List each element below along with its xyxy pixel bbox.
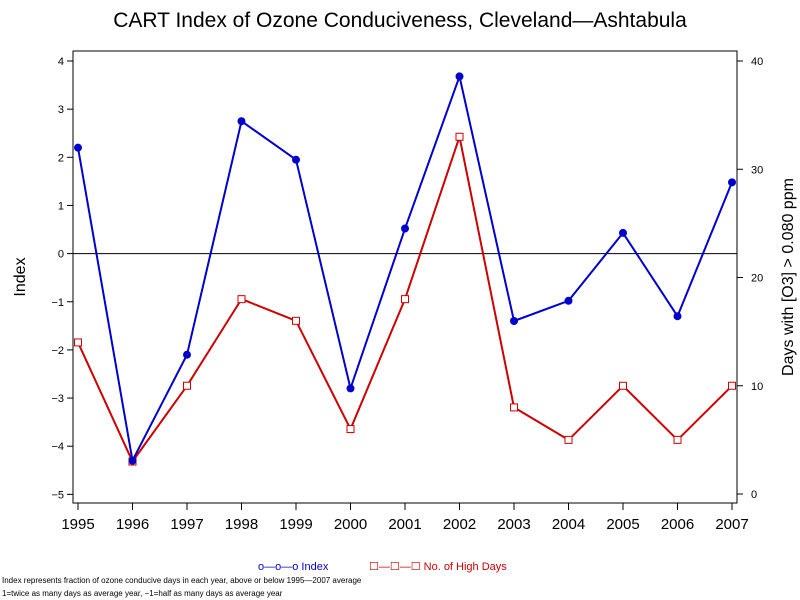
high-days-point: [673, 435, 682, 444]
left-axis-tick-label: 3: [58, 104, 64, 116]
index-point: [292, 155, 300, 164]
right-axis-tick-label: 10: [751, 381, 763, 393]
x-axis-tick-label: 2002: [443, 516, 476, 533]
legend-high-days: ☐—☐—☐ No. of High Days: [369, 561, 507, 573]
x-axis-tick-label: 2000: [334, 516, 367, 533]
right-axis-tick-label: 40: [751, 56, 763, 68]
index-series-group: [74, 72, 736, 465]
chart-title: CART Index of Ozone Conduciveness, Cleve…: [113, 9, 687, 32]
x-axis-tick-label: 1995: [61, 516, 94, 533]
high-days-point: [619, 381, 627, 390]
legend: o—o—o Index ☐—☐—☐ No. of High Days: [258, 561, 507, 573]
x-axis-tick-label: 2006: [661, 516, 694, 533]
x-axis-tick-label: 2005: [606, 516, 639, 533]
footnote-line-2: 1=twice as many days as average year, −1…: [2, 589, 283, 598]
left-axis-tick-label: 4: [58, 56, 64, 68]
index-point: [564, 296, 573, 305]
right-axis-label: Days with [O3] > 0.080 ppm: [780, 178, 797, 376]
index-point: [128, 456, 137, 465]
left-axis-tick-label: −5: [51, 489, 64, 501]
index-point: [619, 228, 627, 237]
left-axis-tick-label: −4: [51, 441, 64, 453]
x-axis-tick-label: 1997: [170, 516, 203, 533]
high-days-point: [346, 425, 355, 434]
left-axis-tick-label: −2: [51, 345, 64, 357]
x-axis-tick-label: 1999: [279, 516, 312, 533]
index-point: [346, 384, 355, 393]
index-point: [728, 178, 736, 187]
left-axis-tick-label: 0: [58, 249, 64, 261]
left-axis-tick-label: 2: [58, 152, 64, 164]
index-point: [510, 317, 518, 326]
x-axis-tick-label: 2001: [388, 516, 421, 533]
index-point: [74, 143, 82, 152]
left-axis-tick-label: 1: [58, 200, 64, 212]
index-point: [401, 224, 409, 233]
high-days-point: [74, 338, 82, 347]
high-days-point: [292, 316, 300, 325]
x-axis-tick-label: 1996: [116, 516, 149, 533]
index-point: [237, 117, 246, 126]
high-days-point: [728, 381, 736, 390]
left-axis-label: Index: [12, 257, 29, 296]
x-axis-tick-label: 1998: [225, 516, 258, 533]
right-axis-tick-label: 20: [751, 273, 763, 285]
high-days-point: [510, 403, 518, 412]
plot-frame: [72, 50, 738, 504]
x-axis-tick-label: 2003: [497, 516, 530, 533]
index-series-line: [77, 75, 733, 462]
x-axis-tick-label: 2004: [552, 516, 585, 533]
high-days-series-group: [74, 132, 736, 466]
left-axis-tick-label: −1: [51, 297, 64, 309]
index-point: [183, 350, 191, 359]
right-axis-tick-label: 0: [751, 489, 757, 501]
right-axis-tick-label: 30: [751, 164, 763, 176]
index-point: [673, 312, 682, 321]
footnote-line-1: Index represents fraction of ozone condu…: [2, 576, 362, 585]
legend-index: o—o—o Index: [258, 561, 329, 573]
high-days-point: [564, 435, 573, 444]
x-axis-tick-label: 2007: [715, 516, 748, 533]
high-days-point: [183, 381, 191, 390]
high-days-point: [237, 295, 246, 304]
index-point: [455, 72, 464, 81]
high-days-point: [401, 295, 409, 304]
left-axis-tick-label: −3: [51, 393, 64, 405]
high-days-point: [455, 132, 464, 141]
